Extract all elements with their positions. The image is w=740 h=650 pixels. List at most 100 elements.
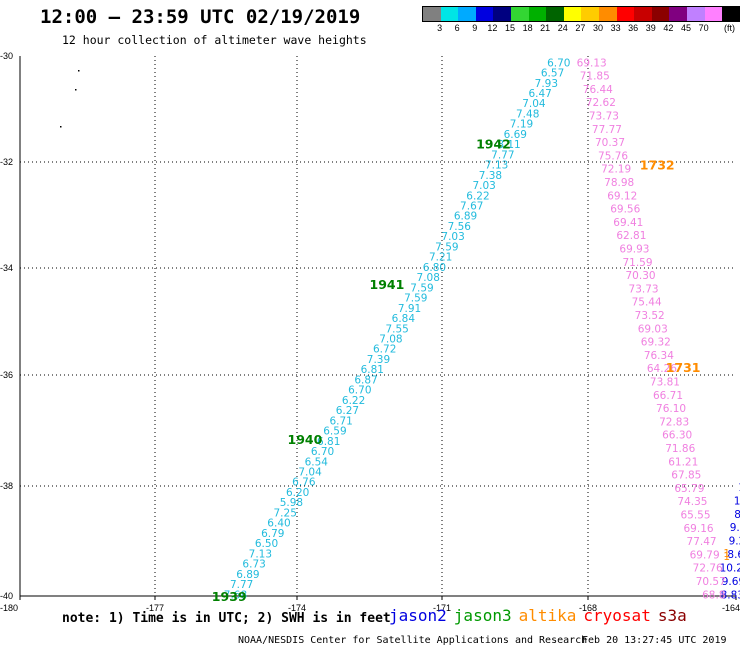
data-label-jason3: 6.54 — [305, 456, 329, 468]
x-tick-label: -177 — [146, 603, 164, 613]
page-title: 12:00 — 23:59 UTC 02/19/2019 — [40, 6, 361, 28]
scale-swatch — [686, 7, 705, 21]
data-label-cryosat: 72.76 — [693, 563, 723, 575]
color-scale-unit: (ft) — [724, 23, 735, 33]
scale-swatch — [546, 7, 564, 21]
data-label-jason3: 7.77 — [230, 579, 253, 591]
scale-label: 27 — [575, 23, 586, 33]
y-tick-label: -36 — [0, 370, 13, 380]
data-label-cryosat: 72.19 — [601, 164, 631, 176]
scale-swatch — [616, 7, 635, 21]
data-label-jason3: 7.38 — [479, 170, 502, 182]
data-label-jason3: 7.48 — [516, 108, 539, 120]
data-label-jason2: 8.6 — [727, 549, 740, 561]
data-label-jason3: 5.98 — [280, 497, 303, 509]
data-label-jason3: 6.50 — [255, 538, 278, 550]
scale-label: 12 — [487, 23, 498, 33]
scale-label: 3 — [437, 23, 443, 33]
data-label-jason3: 7.25 — [274, 507, 297, 519]
data-label-jason3: 7.13 — [485, 160, 508, 172]
scale-swatch — [528, 7, 547, 21]
data-label-jason3: 7.59 — [410, 282, 433, 294]
speckle — [78, 70, 80, 72]
data-label-cryosat: 70.30 — [626, 270, 656, 282]
scale-label: 30 — [592, 23, 604, 33]
data-label-jason3: 7.55 — [385, 323, 408, 335]
data-label-cryosat: 66.71 — [653, 390, 683, 402]
scale-label: 18 — [522, 23, 533, 33]
data-label-cryosat: 69.56 — [610, 204, 640, 216]
scale-swatch — [510, 7, 529, 21]
data-label-cryosat: 71.85 — [580, 71, 610, 83]
data-label-cryosat: 69.93 — [619, 243, 649, 255]
data-label-jason3: 6.89 — [236, 569, 259, 581]
satellite-legend: jason2 jason3 altika cryosat s3a — [389, 606, 694, 625]
legend-jason3: jason3 — [453, 606, 512, 625]
data-label-jason3: 6.89 — [454, 211, 477, 223]
y-tick-label: -38 — [0, 481, 13, 491]
data-label-altika: 1 — [723, 551, 730, 563]
data-label-jason3: 7.59 — [404, 293, 427, 305]
x-tick-label: -164 — [722, 603, 740, 613]
data-label-cryosat: 67.85 — [671, 470, 701, 482]
data-label-jason3: 6.81 — [317, 436, 340, 448]
data-label-cryosat: 69.03 — [638, 323, 668, 335]
data-label-cryosat: 62.81 — [616, 230, 646, 242]
scale-swatch — [704, 7, 723, 21]
scale-swatch — [458, 7, 476, 21]
time-label: 1939 — [212, 589, 247, 604]
data-label-jason3: 7.91 — [398, 303, 421, 315]
data-label-jason3: 7.67 — [460, 201, 483, 213]
data-label-jason3: 7.04 — [298, 466, 322, 478]
data-label-jason3: 7.19 — [510, 119, 533, 131]
data-label-cryosat: 70.37 — [595, 137, 625, 149]
data-label-jason3: 7.68 — [224, 589, 247, 601]
data-label-jason2: 9.4 — [730, 522, 740, 534]
color-scale-labels: 3 6 9 12 15 18 21 24 27 30 33 36 39 42 45 70 — [422, 23, 732, 35]
generated-timestamp: Feb 20 13:27:45 UTC 2019 — [582, 635, 727, 646]
data-label-cryosat: 75.76 — [598, 150, 628, 162]
legend-altika: altika — [518, 606, 577, 625]
scale-label: 42 — [663, 23, 674, 33]
data-label-jason3: 7.39 — [367, 354, 390, 366]
data-label-jason2: 8. — [734, 509, 740, 521]
data-label-jason3: 8.11 — [497, 139, 520, 151]
scale-label: 39 — [645, 23, 656, 33]
data-label-jason3: 7.03 — [472, 180, 495, 192]
time-label: 1942 — [476, 136, 511, 151]
data-label-jason3: 6.20 — [286, 487, 309, 499]
data-label-cryosat: 76.44 — [583, 84, 613, 96]
scale-swatch — [651, 7, 670, 21]
x-tick-label: -171 — [433, 603, 451, 613]
scale-label: 33 — [610, 23, 621, 33]
time-label: 1731 — [666, 360, 701, 375]
data-label-cryosat: 69.13 — [577, 57, 607, 69]
data-label-jason2: 9.2 — [729, 536, 740, 548]
data-label-jason3: 6.40 — [267, 518, 290, 530]
scale-swatch — [722, 7, 740, 21]
data-label-cryosat: 76.34 — [644, 350, 674, 362]
data-label-cryosat: 72.62 — [586, 97, 616, 109]
data-label-jason3: 7.59 — [435, 241, 458, 253]
data-label-jason3: 6.80 — [423, 262, 446, 274]
data-label-jason3: 6.79 — [261, 528, 284, 540]
scale-swatch — [423, 7, 441, 21]
data-label-jason3: 7.04 — [522, 98, 546, 110]
data-label-cryosat: 73.81 — [650, 376, 680, 388]
scale-label: 21 — [540, 23, 551, 33]
data-label-cryosat: 65.79 — [674, 483, 704, 495]
data-label-jason3: 7.93 — [535, 78, 558, 90]
scale-swatch — [493, 7, 511, 21]
data-label-cryosat: 69.32 — [641, 337, 671, 349]
data-label-jason3: 6.70 — [311, 446, 334, 458]
data-label-jason3: 7.03 — [441, 231, 464, 243]
data-label-jason3: 6.57 — [541, 68, 564, 80]
scale-swatch — [581, 7, 599, 21]
scale-swatch — [475, 7, 494, 21]
speckle — [60, 126, 62, 128]
data-label-jason2: 1 — [738, 482, 740, 494]
time-label: 1940 — [288, 432, 323, 447]
y-tick-label: -32 — [0, 157, 13, 167]
data-label-cryosat: 71.86 — [665, 443, 695, 455]
